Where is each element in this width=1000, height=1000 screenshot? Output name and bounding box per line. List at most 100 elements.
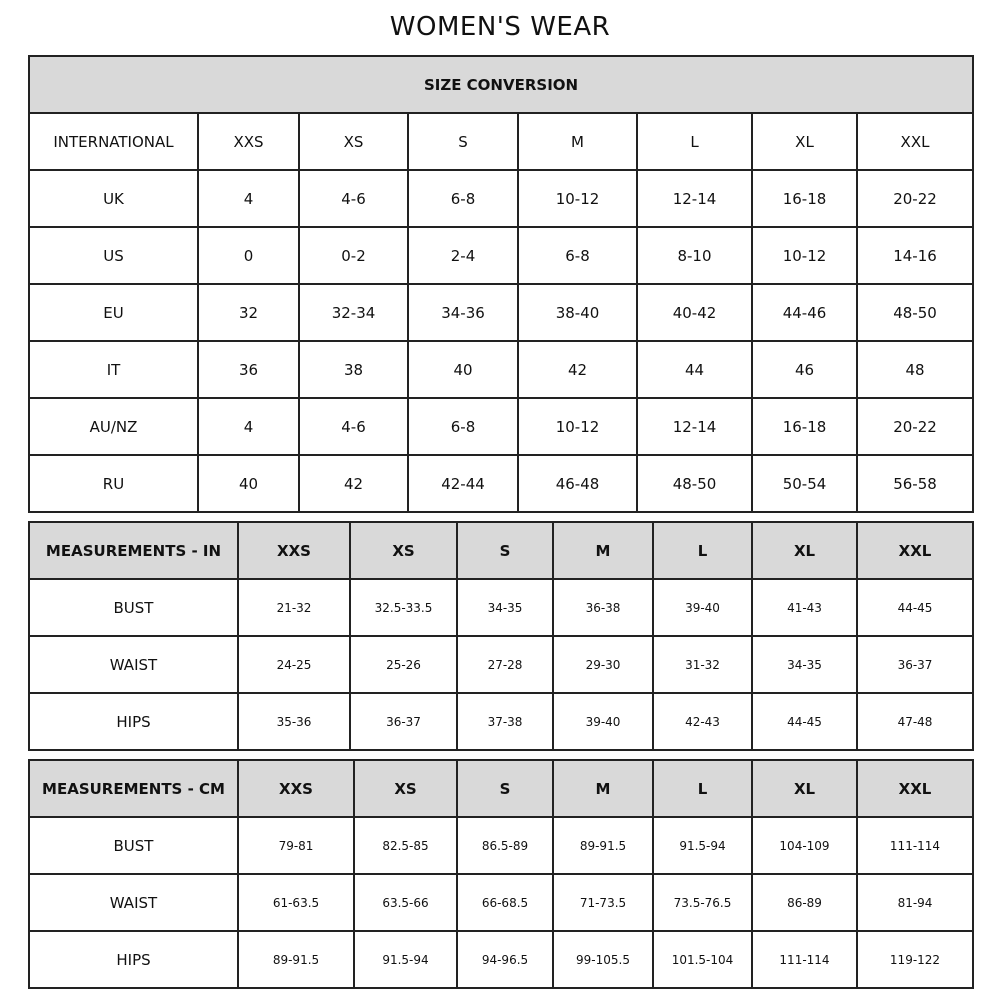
column-header: M	[552, 759, 654, 818]
column-header: XL	[751, 521, 858, 580]
table-row: AU/NZ 4 4-6 6-8 10-12 12-14 16-18 20-22	[28, 397, 975, 456]
size-cell: 8-10	[636, 226, 753, 285]
size-cell: M	[517, 112, 638, 171]
row-label: UK	[28, 169, 199, 228]
table-heading: SIZE CONVERSION	[27, 55, 975, 114]
measurement-cell: 66-68.5	[456, 873, 554, 932]
column-header: XXL	[856, 521, 974, 580]
column-header: S	[456, 521, 554, 580]
size-cell: 40-42	[636, 283, 753, 342]
size-cell: 42-44	[407, 454, 519, 513]
table-row: EU 32 32-34 34-36 38-40 40-42 44-46 48-50	[28, 283, 975, 342]
measurement-cell: 35-36	[237, 692, 351, 751]
size-cell: 14-16	[855, 226, 975, 285]
measurement-cell: 89-91.5	[552, 816, 654, 875]
measurement-cell: 91.5-94	[652, 816, 753, 875]
size-cell: 20-22	[855, 169, 975, 228]
measurements-cm-table: MEASUREMENTS - CM XXS XS S M L XL XXL BUST 79-81 8…	[28, 759, 974, 989]
measurement-cell: 119-122	[856, 930, 974, 989]
table-row: RU 40 42 42-44 46-48 48-50 50-54 56-58	[28, 454, 975, 513]
row-label: BUST	[28, 816, 239, 875]
row-label: RU	[28, 454, 199, 513]
size-cell: 0	[197, 226, 300, 285]
column-header: XS	[349, 521, 458, 580]
measurement-cell: 81-94	[856, 873, 974, 932]
size-cell: 46-48	[517, 454, 638, 513]
size-cell: XS	[298, 112, 409, 171]
size-conversion-table: SIZE CONVERSION INTERNATIONAL XXS XS S M L XL XX…	[27, 55, 975, 513]
size-cell: 6-8	[517, 226, 638, 285]
measurement-cell: 44-45	[856, 578, 974, 637]
size-cell: 42	[298, 454, 409, 513]
measurement-cell: 91.5-94	[353, 930, 458, 989]
table-heading: MEASUREMENTS - CM	[28, 759, 239, 818]
size-cell: 40	[407, 340, 519, 399]
size-cell: 38-40	[517, 283, 638, 342]
table-row: WAIST 24-25 25-26 27-28 29-30 31-32 34-35 36-37	[28, 635, 974, 694]
column-header: XL	[751, 759, 858, 818]
page-title: WOMEN'S WEAR	[389, 12, 611, 42]
row-label: WAIST	[28, 873, 239, 932]
column-header: XS	[353, 759, 458, 818]
measurement-cell: 47-48	[856, 692, 974, 751]
size-cell: 46	[751, 340, 858, 399]
measurement-cell: 21-32	[237, 578, 351, 637]
size-cell: 0-2	[298, 226, 409, 285]
size-cell: XXS	[197, 112, 300, 171]
size-cell: 50-54	[751, 454, 858, 513]
size-cell: 16-18	[751, 397, 858, 456]
measurement-cell: 94-96.5	[456, 930, 554, 989]
measurement-cell: 42-43	[652, 692, 753, 751]
measurement-cell: 82.5-85	[353, 816, 458, 875]
size-cell: 6-8	[407, 397, 519, 456]
size-cell: 2-4	[407, 226, 519, 285]
size-cell: XXL	[855, 112, 975, 171]
table-row: BUST 21-32 32.5-33.5 34-35 36-38 39-40 41-43 44…	[28, 578, 974, 637]
table-row: HIPS 89-91.5 91.5-94 94-96.5 99-105.5 101.5-1…	[28, 930, 974, 989]
measurement-cell: 44-45	[751, 692, 858, 751]
size-cell: 4-6	[298, 169, 409, 228]
size-cell: 10-12	[517, 397, 638, 456]
row-label: HIPS	[28, 930, 239, 989]
measurement-cell: 63.5-66	[353, 873, 458, 932]
table-row: BUST 79-81 82.5-85 86.5-89 89-91.5 91.5-94 104…	[28, 816, 974, 875]
size-cell: 12-14	[636, 169, 753, 228]
column-header: M	[552, 521, 654, 580]
column-header: XXL	[856, 759, 974, 818]
table-header-row: MEASUREMENTS - CM XXS XS S M L XL XXL	[28, 759, 974, 818]
table-row: IT 36 38 40 42 44 46 48	[28, 340, 975, 399]
size-cell: 10-12	[517, 169, 638, 228]
table-row: HIPS 35-36 36-37 37-38 39-40 42-43 44-45 47-48	[28, 692, 974, 751]
measurement-cell: 99-105.5	[552, 930, 654, 989]
size-cell: 56-58	[855, 454, 975, 513]
column-header: L	[652, 521, 753, 580]
size-cell: 44	[636, 340, 753, 399]
row-label: IT	[28, 340, 199, 399]
measurement-cell: 101.5-104	[652, 930, 753, 989]
measurement-cell: 111-114	[856, 816, 974, 875]
row-label: AU/NZ	[28, 397, 199, 456]
measurement-cell: 104-109	[751, 816, 858, 875]
measurement-cell: 39-40	[652, 578, 753, 637]
measurements-in-table: MEASUREMENTS - IN XXS XS S M L XL XXL BUST 21-32 3…	[28, 521, 974, 751]
table-row: INTERNATIONAL XXS XS S M L XL XXL	[28, 112, 975, 171]
measurement-cell: 39-40	[552, 692, 654, 751]
size-cell: 6-8	[407, 169, 519, 228]
size-cell: 44-46	[751, 283, 858, 342]
measurement-cell: 61-63.5	[237, 873, 355, 932]
size-cell: 48-50	[636, 454, 753, 513]
table-row: US 0 0-2 2-4 6-8 8-10 10-12 14-16	[28, 226, 975, 285]
size-cell: L	[636, 112, 753, 171]
row-label: EU	[28, 283, 199, 342]
measurement-cell: 111-114	[751, 930, 858, 989]
measurement-cell: 36-38	[552, 578, 654, 637]
size-cell: 12-14	[636, 397, 753, 456]
row-label: BUST	[28, 578, 239, 637]
measurement-cell: 41-43	[751, 578, 858, 637]
size-cell: 16-18	[751, 169, 858, 228]
size-cell: 34-36	[407, 283, 519, 342]
column-header: S	[456, 759, 554, 818]
measurement-cell: 86-89	[751, 873, 858, 932]
measurement-cell: 34-35	[456, 578, 554, 637]
measurement-cell: 34-35	[751, 635, 858, 694]
